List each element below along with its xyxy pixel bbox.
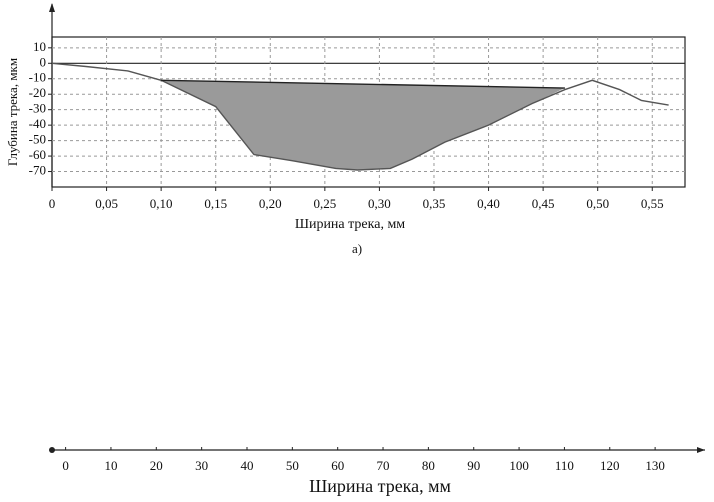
x-tick-label: 120 [600,458,620,473]
y-tick-label: -20 [29,85,46,100]
y-tick-label: -40 [29,116,46,131]
x-tick-label: 0 [62,458,69,473]
x-tick-label: 110 [555,458,574,473]
y-tick-label: -50 [29,132,46,147]
y-tick-label: -60 [29,147,46,162]
x-tick-label: 0,50 [586,196,609,211]
origin-dot [49,447,55,453]
x-axis-label: Ширина трека, мм [309,476,451,496]
x-axis-arrow [697,447,705,453]
x-tick-label: 50 [286,458,299,473]
y-tick-label: 10 [33,39,46,54]
y-tick-label: -10 [29,70,46,85]
x-tick-label: 10 [104,458,117,473]
x-tick-label: 0,30 [368,196,391,211]
x-tick-label: 0,15 [204,196,227,211]
y-tick-label: 0 [40,54,47,69]
x-tick-label: 90 [467,458,480,473]
shaded-area [161,80,565,170]
profile-line [161,79,565,89]
y-axis-arrow [49,3,55,12]
x-tick-label: 0,35 [423,196,446,211]
x-tick-label: 100 [509,458,529,473]
x-tick-label: 80 [422,458,435,473]
x-axis-label: Ширина трека, мм [295,217,405,232]
x-tick-label: 130 [645,458,665,473]
x-tick-label: 60 [331,458,344,473]
y-tick-label: -70 [29,163,46,178]
x-tick-label: 70 [377,458,390,473]
caption: а) [352,241,362,256]
x-tick-label: 0 [49,196,56,211]
x-tick-label: 0,05 [95,196,118,211]
x-tick-label: 0,40 [477,196,500,211]
x-tick-label: 0,25 [313,196,336,211]
x-tick-label: 0,20 [259,196,282,211]
x-tick-label: 40 [240,458,253,473]
x-tick-label: 30 [195,458,208,473]
y-axis-label: Глубина трека, мкм [5,58,20,166]
x-tick-label: 0,55 [641,196,664,211]
x-tick-label: 0,45 [532,196,555,211]
x-tick-label: 0,10 [150,196,173,211]
y-tick-label: -30 [29,101,46,116]
x-tick-label: 20 [150,458,163,473]
